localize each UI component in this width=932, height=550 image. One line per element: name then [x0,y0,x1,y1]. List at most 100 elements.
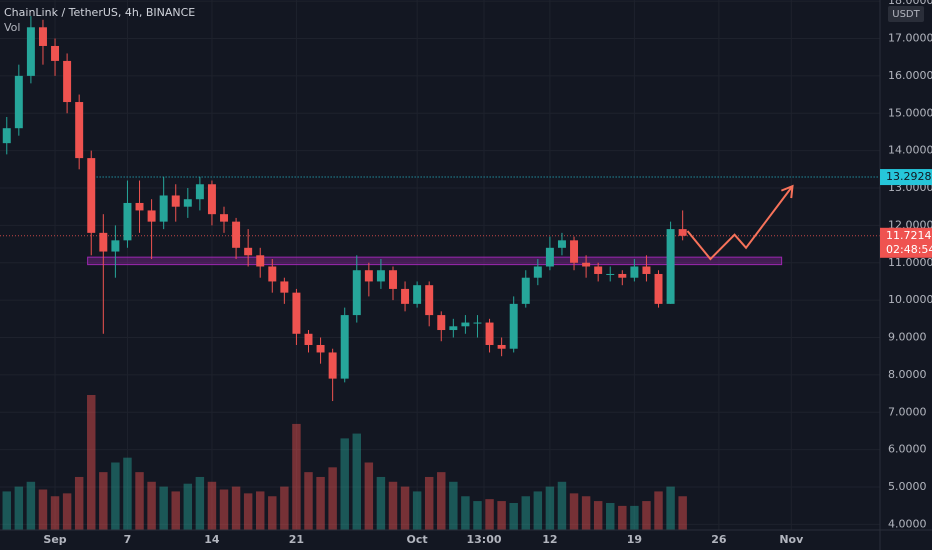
volume-pane [2,395,687,530]
candle-body [594,266,603,274]
candle-body [87,158,96,233]
volume-bar [473,501,482,530]
price-axis [880,0,932,550]
y-tick-label: 14.0000 [888,144,932,157]
volume-bar [581,496,591,530]
volume-bar [38,489,48,530]
candle-body [268,266,277,282]
volume-bar [364,462,374,530]
candle-body [425,285,434,316]
candle-body [63,60,72,103]
x-tick-label: 12 [542,533,557,546]
drawings [0,176,880,266]
candle-body [545,247,554,267]
volume-bar [606,503,615,530]
volume-bar [195,476,205,530]
candle-body [147,210,156,222]
volume-label: Vol [4,21,20,34]
candle-body [195,184,204,200]
candle-body [389,270,397,289]
projection-arrowhead [780,184,794,199]
candle-body [461,322,470,327]
candle-body [316,344,325,353]
candle-body [521,277,530,304]
volume-bar [316,476,325,530]
y-tick-label: 17.0000 [888,31,932,44]
candle-body [654,273,663,304]
volume-bar [280,486,289,530]
volume-bar [292,423,301,530]
candle-body [304,333,313,345]
volume-bar [437,472,446,530]
volume-bar [207,481,217,530]
candle-body [497,344,506,349]
volume-bar [171,491,180,530]
volume-bar [630,505,639,530]
volume-bar [231,486,241,530]
candle-body [437,315,446,331]
candle-body [630,266,639,278]
resistance-price-label: 13.2928 [886,170,932,183]
volume-bar [183,483,193,530]
volume-bar [485,499,494,530]
volume-bar [678,496,687,530]
candle-body [401,288,410,304]
volume-bar [268,496,277,530]
volume-bar [135,472,144,530]
candle-body [99,232,108,252]
volume-bar [461,496,470,530]
volume-bar [654,491,663,530]
candle-body [618,273,627,278]
volume-bar [147,481,156,530]
x-tick-label: 13:00 [466,533,501,546]
candle-body [171,195,180,207]
candle-body [364,270,373,282]
volume-bar [243,493,253,530]
candle-body [14,75,23,129]
volume-bar [400,486,410,530]
y-tick-label: 15.0000 [888,106,932,119]
volume-bar [123,457,132,530]
volume-bar [74,476,84,530]
candle-body [328,352,337,379]
volume-bar [99,472,108,530]
candles [2,16,687,402]
y-tick-label: 5.0000 [888,480,927,493]
x-tick-label: Oct [407,533,428,546]
candle-body [207,184,216,215]
volume-bar [376,476,386,530]
support-zone [87,256,783,266]
volume-bar [352,433,362,530]
candle-body [533,266,542,278]
volume-bar [50,496,60,530]
candle-body [159,195,168,222]
volume-bar [642,501,651,530]
candle-body [244,247,253,256]
volume-bar [497,501,506,530]
candle-body [111,240,120,252]
volume-bar [340,438,349,530]
countdown-label: 02:48:54 [886,243,932,256]
volume-bar [304,472,313,530]
y-tick-label: 18.0000 [888,0,932,7]
y-tick-label: 7.0000 [888,405,927,418]
volume-bar [666,486,675,530]
last-price-label: 11.7214 [886,229,932,242]
y-tick-label: 8.0000 [888,368,927,381]
projection-path [686,185,794,261]
volume-bar [328,467,337,530]
candle-body [38,27,47,46]
axes: 4.0000 5.0000 6.0000 7.0000 8.0000 9.0000 10.0… [43,0,932,546]
candle-body [642,266,651,274]
x-tick-label: 19 [627,533,642,546]
volume-bar [26,481,36,530]
volume-bar [533,491,543,530]
candle-body [473,322,482,324]
x-tick-label: 26 [711,533,727,546]
candle-body [292,292,301,334]
x-tick-label: 7 [124,533,132,546]
volume-bar [2,491,11,530]
volume-bar [412,491,422,530]
